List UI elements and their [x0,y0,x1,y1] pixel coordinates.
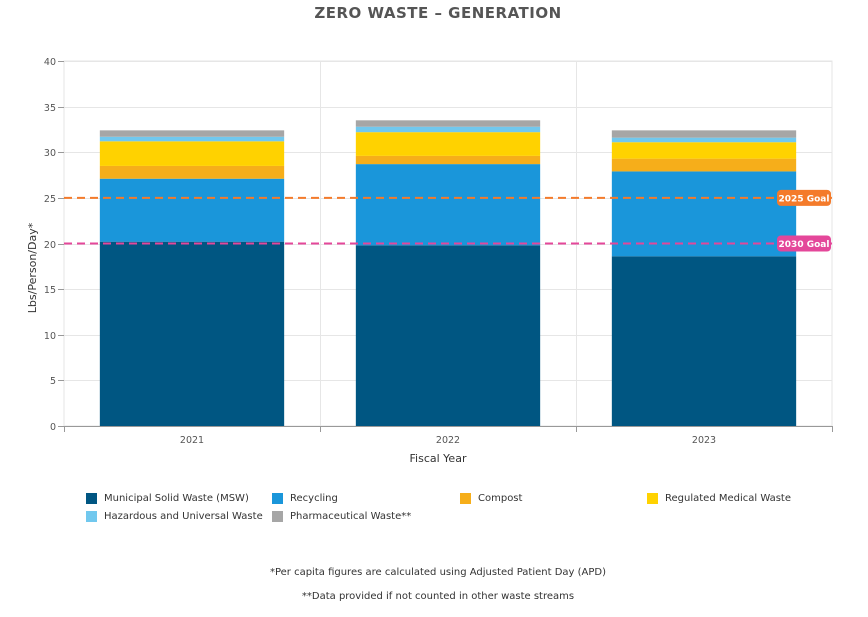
y-tick-label: 30 [44,148,56,159]
bar-segment-msw-2022 [355,245,541,426]
legend-label: Hazardous and Universal Waste [104,511,263,522]
legend-label: Regulated Medical Waste [665,493,791,504]
goal-badge-goal2025 [777,189,831,206]
legend-label: Recycling [290,493,338,504]
y-tick-label: 15 [44,285,56,296]
x-tick-label: 2022 [436,435,460,446]
legend-swatch [86,493,97,504]
bar-segment-medical-2021 [99,141,285,166]
bar-segment-medical-2023 [611,142,797,159]
footnote-apd: *Per capita figures are calculated using… [269,567,607,578]
bar-segment-msw-2023 [611,256,797,426]
legend-item-msw[interactable]: Municipal Solid Waste (MSW) [86,492,272,505]
x-tick-label: 2021 [180,435,204,446]
y-axis-label: Lbs/Person/Day* [26,222,39,313]
bar-segment-hazardous-2022 [355,126,541,133]
bar-segment-msw-2021 [99,241,285,426]
legend-item-recycling[interactable]: Recycling [272,492,460,505]
goal-badge-goal2030 [777,235,831,252]
bar-segment-compost-2022 [355,155,541,165]
y-tick-label: 5 [50,376,56,387]
bar-segment-hazardous-2023 [611,137,797,143]
bar-stacks [99,120,797,426]
bar-segment-pharma-2022 [355,120,541,127]
y-tick-label: 20 [44,240,56,251]
y-tick-label: 35 [44,103,56,114]
legend-swatch [86,511,97,522]
bar-segment-hazardous-2021 [99,136,285,142]
bar-segment-compost-2023 [611,158,797,172]
legend-swatch [647,493,658,504]
bar-segment-recycling-2023 [611,171,797,257]
legend-swatch [460,493,471,504]
goal-label-goal2025: 2025 Goal [779,194,830,204]
bar-segment-compost-2021 [99,165,285,179]
y-tick-label: 25 [44,194,56,205]
x-axis-label: Fiscal Year [410,452,467,465]
legend-label: Municipal Solid Waste (MSW) [104,493,249,504]
legend-item-medical[interactable]: Regulated Medical Waste [647,492,837,505]
legend-swatch [272,511,283,522]
legend-label: Pharmaceutical Waste** [290,511,412,522]
bar-segment-recycling-2022 [355,164,541,246]
legend-item-compost[interactable]: Compost [460,492,647,505]
legend: Municipal Solid Waste (MSW) Recycling Comp… [86,492,846,523]
bar-segment-recycling-2021 [99,178,285,242]
legend-item-hazardous[interactable]: Hazardous and Universal Waste [86,510,272,523]
legend-item-pharma[interactable]: Pharmaceutical Waste** [272,510,460,523]
bar-segment-pharma-2023 [611,130,797,138]
footnote-other-streams: **Data provided if not counted in other … [301,591,575,602]
bar-segment-pharma-2021 [99,130,285,137]
goal-label-goal2030: 2030 Goal [779,240,830,250]
y-tick-label: 10 [44,331,56,342]
y-tick-label: 0 [50,422,56,433]
stacked-bar-chart: 2025 Goal 2030 Goal 0 5 10 15 20 25 30 35 40 2021 2… [26,57,833,465]
legend-label: Compost [478,493,523,504]
goal-lines: 2025 Goal 2030 Goal [64,189,832,252]
axes: 0 5 10 15 20 25 30 35 40 2021 2022 2023 [44,57,833,446]
legend-swatch [272,493,283,504]
chart-title: ZERO WASTE – GENERATION [314,4,562,22]
bar-segment-medical-2022 [355,132,541,156]
x-tick-label: 2023 [692,435,716,446]
y-tick-label: 40 [44,57,56,68]
